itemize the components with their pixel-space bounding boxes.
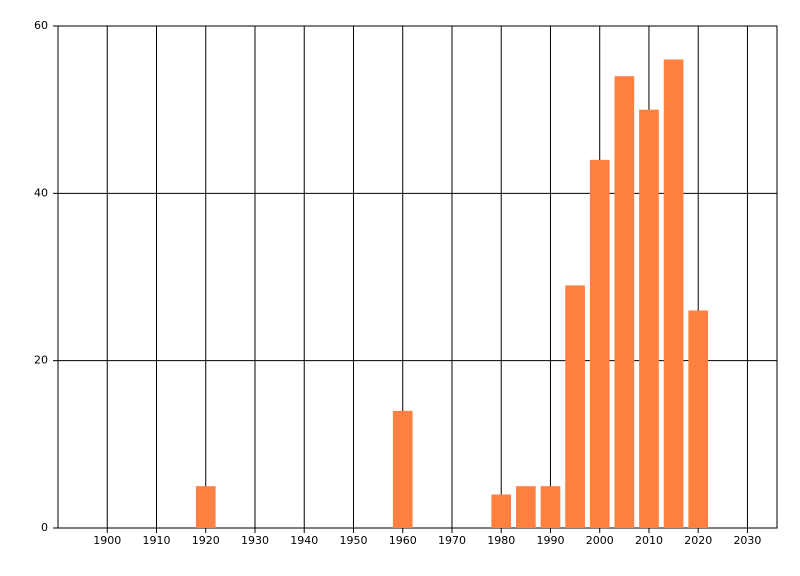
x-tick-label: 2020 [684,534,712,547]
x-tick-label: 2000 [586,534,614,547]
bar [195,486,216,528]
bar [589,159,610,528]
x-tick-label: 2030 [733,534,761,547]
bar [639,109,659,529]
x-tick-label: 1910 [142,534,170,547]
bar [614,76,635,528]
x-tick-label: 1930 [241,534,269,547]
x-tick-label: 2010 [635,534,663,547]
x-tick-label: 1970 [438,534,466,547]
x-tick-label: 1980 [487,534,515,547]
bar [688,310,709,528]
y-tick-label: 60 [34,19,48,32]
bar [540,486,561,528]
x-tick-label: 1960 [389,534,417,547]
x-tick-label: 1990 [536,534,564,547]
y-tick-label: 20 [34,354,48,367]
bar [515,486,536,528]
bar [392,410,413,528]
y-tick-label: 40 [34,186,48,199]
x-tick-label: 1900 [93,534,121,547]
bar [491,494,512,528]
x-tick-label: 1940 [290,534,318,547]
bar [565,285,585,528]
y-tick-label: 0 [41,521,48,534]
bar [663,59,684,528]
x-tick-label: 1920 [192,534,220,547]
x-tick-label: 1950 [339,534,367,547]
